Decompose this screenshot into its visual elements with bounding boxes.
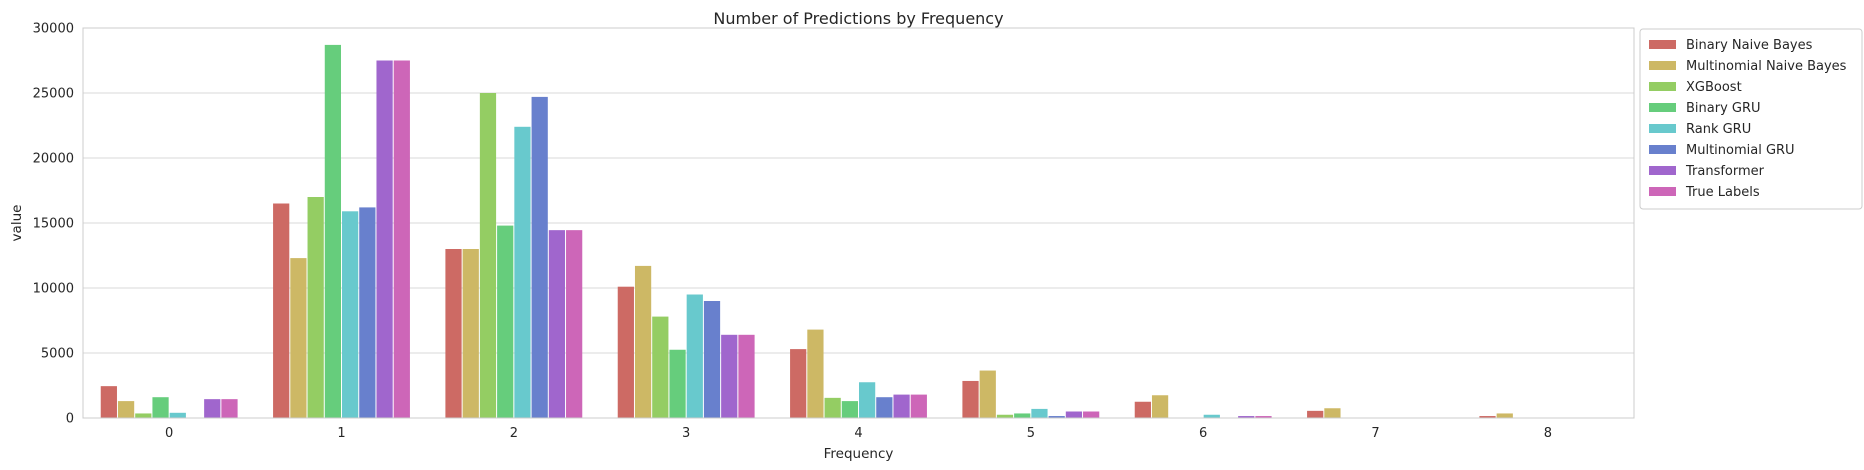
bar [824, 397, 841, 418]
bar [204, 399, 221, 418]
bar [324, 44, 341, 419]
bar [893, 394, 910, 418]
bar [393, 60, 410, 418]
bar [1238, 416, 1255, 418]
legend-label: Rank GRU [1686, 122, 1751, 137]
bar [1151, 395, 1169, 418]
bar [790, 349, 807, 418]
legend-label: Binary GRU [1686, 101, 1761, 116]
bar [273, 203, 290, 418]
bar [703, 301, 721, 418]
legend-swatch [1649, 61, 1676, 70]
x-tick-label: 8 [1544, 426, 1552, 441]
bar [1203, 414, 1220, 418]
x-tick-label: 2 [510, 426, 518, 441]
legend-swatch [1649, 40, 1676, 49]
bar [686, 294, 703, 418]
bar [1479, 416, 1496, 418]
x-tick-label: 0 [165, 426, 173, 441]
legend-label: Transformer [1685, 164, 1765, 179]
bar [1065, 411, 1083, 418]
bar [807, 329, 824, 418]
legend-label: True Labels [1685, 185, 1760, 200]
bar [1048, 416, 1065, 418]
x-axis-label: Frequency [824, 446, 894, 462]
legend-swatch [1649, 166, 1676, 175]
bar [100, 386, 117, 418]
x-tick-label: 6 [1199, 426, 1207, 441]
bar [1014, 413, 1031, 418]
bar [738, 334, 755, 418]
y-tick-labels: 0 5000 10000 15000 20000 25000 30000 [33, 22, 74, 427]
legend-label: Multinomial Naive Bayes [1686, 59, 1847, 74]
bar [910, 394, 927, 418]
legend: Binary Naive Bayes Multinomial Naive Baye… [1639, 28, 1863, 210]
legend-swatch [1649, 82, 1676, 91]
bar [841, 401, 858, 418]
bar [307, 197, 324, 418]
bar [514, 126, 531, 419]
bar [1031, 408, 1048, 418]
bar [669, 349, 686, 418]
x-tick-label: 7 [1371, 426, 1379, 441]
bar [497, 225, 514, 418]
chart-title: Number of Predictions by Frequency [713, 9, 1003, 28]
bar [876, 397, 893, 418]
x-tick-label: 1 [337, 426, 345, 441]
bar [359, 207, 376, 418]
bar [531, 96, 548, 419]
bar [376, 60, 393, 418]
bar [479, 93, 497, 418]
bar [617, 286, 634, 418]
y-tick-label: 25000 [33, 87, 74, 102]
y-axis-label: value [9, 205, 25, 242]
legend-swatch [1649, 124, 1676, 133]
bar [996, 414, 1014, 418]
bar [634, 265, 652, 418]
bar [1307, 410, 1324, 418]
y-tick-label: 30000 [33, 22, 74, 37]
bar [979, 370, 996, 418]
bar [135, 413, 152, 418]
x-tick-label: 4 [854, 426, 862, 441]
legend-swatch [1649, 103, 1676, 112]
legend-label: Multinomial GRU [1686, 143, 1795, 158]
bar [152, 397, 169, 418]
bar [548, 230, 566, 418]
bar [962, 380, 979, 418]
y-tick-label: 10000 [33, 282, 74, 297]
legend-label: XGBoost [1686, 80, 1742, 95]
plot-frame [82, 27, 1635, 419]
x-tick-labels: 0 1 2 3 4 5 6 7 8 [165, 426, 1552, 441]
y-tick-label: 15000 [33, 217, 74, 232]
legend-box [1639, 28, 1863, 210]
x-tick-label: 5 [1027, 426, 1035, 441]
bar [859, 382, 876, 418]
bar [1083, 411, 1100, 418]
y-tick-label: 20000 [33, 152, 74, 167]
bar [721, 334, 738, 418]
bar [1496, 413, 1513, 418]
bar [566, 230, 583, 418]
bars [100, 44, 1617, 419]
legend-swatch [1649, 145, 1676, 154]
bar [117, 401, 135, 418]
y-tick-label: 5000 [41, 347, 74, 362]
bar [342, 211, 359, 418]
bar [169, 412, 186, 418]
bar [1324, 408, 1341, 418]
bar [1255, 416, 1272, 418]
bar [221, 399, 238, 418]
legend-label: Binary Naive Bayes [1686, 38, 1813, 53]
bar [445, 249, 462, 418]
bar [652, 316, 669, 418]
bar [290, 258, 307, 418]
legend-swatch [1649, 187, 1676, 196]
y-tick-label: 0 [66, 412, 74, 427]
bar [1134, 401, 1151, 418]
bar [462, 249, 479, 418]
x-tick-label: 3 [682, 426, 690, 441]
